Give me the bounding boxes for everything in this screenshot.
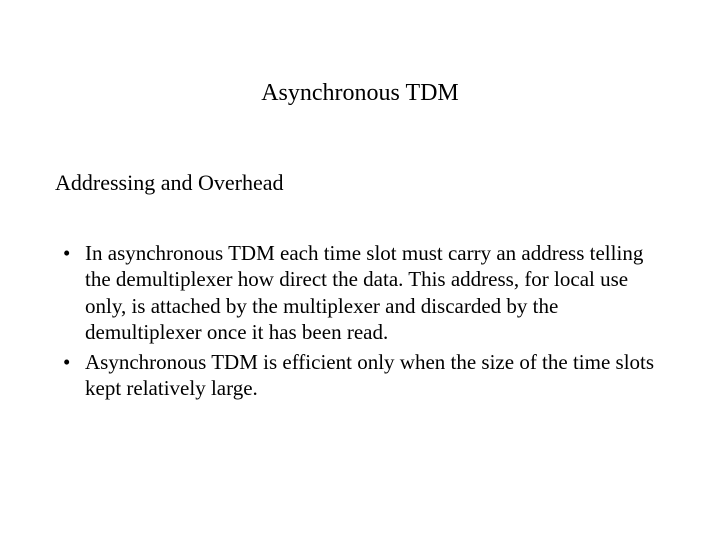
slide-title: Asynchronous TDM	[0, 80, 720, 107]
list-item: Asynchronous TDM is efficient only when …	[55, 349, 660, 402]
bullet-text: Asynchronous TDM is efficient only when …	[85, 350, 654, 400]
bullet-text: In asynchronous TDM each time slot must …	[85, 241, 643, 344]
list-item: In asynchronous TDM each time slot must …	[55, 240, 660, 345]
slide-body: In asynchronous TDM each time slot must …	[55, 240, 660, 406]
slide-subtitle: Addressing and Overhead	[55, 170, 284, 196]
slide: Asynchronous TDM Addressing and Overhead…	[0, 0, 720, 540]
bullet-list: In asynchronous TDM each time slot must …	[55, 240, 660, 402]
